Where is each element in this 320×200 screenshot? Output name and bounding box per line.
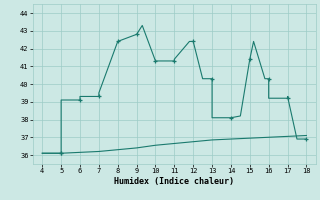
X-axis label: Humidex (Indice chaleur): Humidex (Indice chaleur) xyxy=(114,177,234,186)
